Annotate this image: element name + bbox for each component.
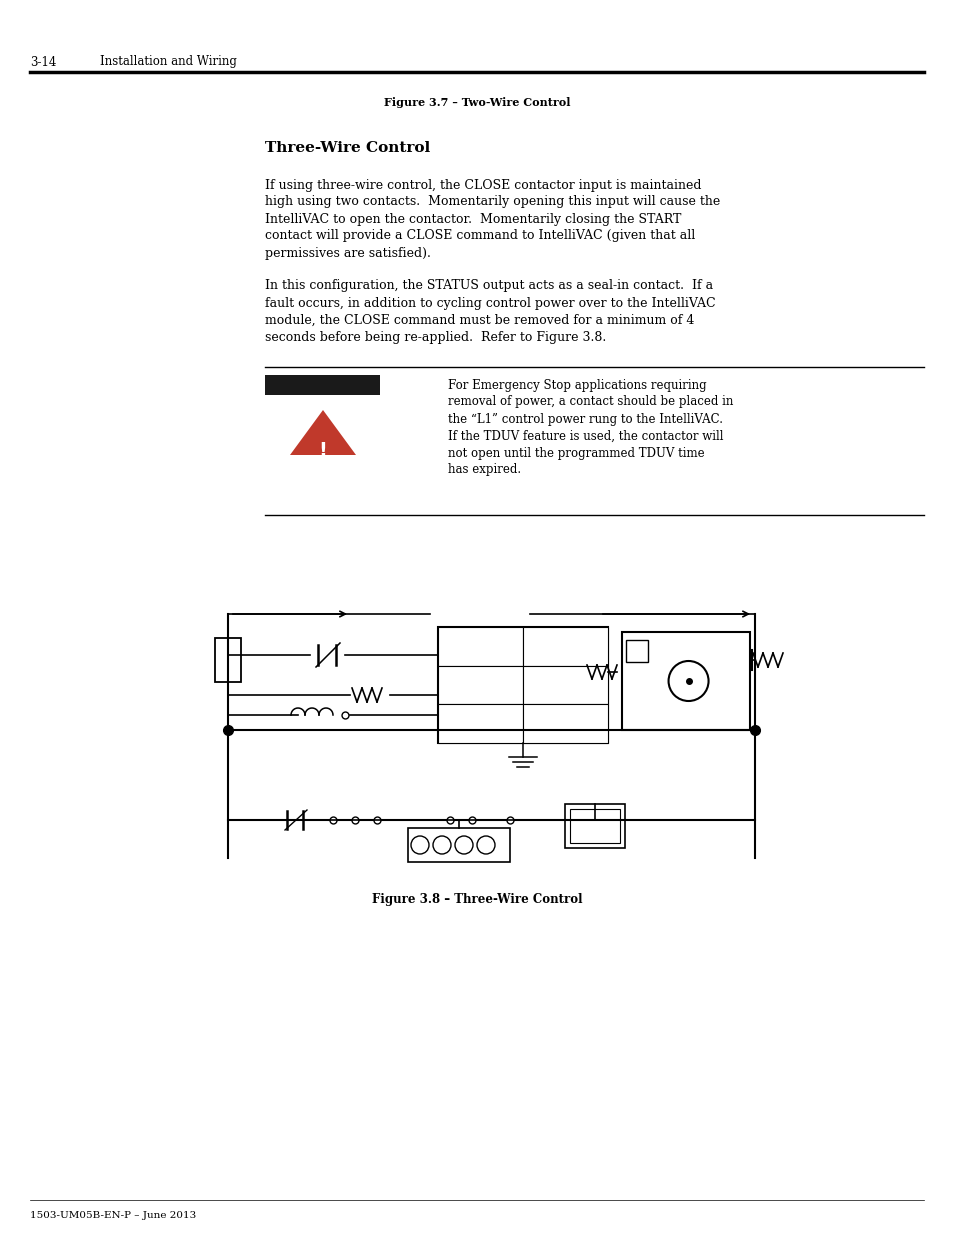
Text: If using three-wire control, the CLOSE contactor input is maintained: If using three-wire control, the CLOSE c… [265,179,700,191]
Text: removal of power, a contact should be placed in: removal of power, a contact should be pl… [448,395,733,409]
Text: contact will provide a CLOSE command to IntelliVAC (given that all: contact will provide a CLOSE command to … [265,230,695,242]
Bar [522,704,607,743]
Text: 3-14: 3-14 [30,56,56,68]
Text: seconds before being re-applied.  Refer to Figure 3.8.: seconds before being re-applied. Refer t… [265,331,605,343]
Bar [522,666,607,704]
Bar [522,627,607,666]
Bar [408,827,510,862]
Text: permissives are satisfied).: permissives are satisfied). [265,247,431,259]
Circle shape [476,836,495,853]
Circle shape [668,661,708,701]
Circle shape [455,836,473,853]
Circle shape [433,836,451,853]
Text: module, the CLOSE command must be removed for a minimum of 4: module, the CLOSE command must be remove… [265,314,694,326]
Bar [625,640,647,662]
Text: fault occurs, in addition to cycling control power over to the IntelliVAC: fault occurs, in addition to cycling con… [265,296,715,310]
Text: not open until the programmed TDUV time: not open until the programmed TDUV time [448,447,704,459]
Bar [437,704,522,743]
Bar [564,804,624,848]
Circle shape [411,836,429,853]
Text: In this configuration, the STATUS output acts as a seal-in contact.  If a: In this configuration, the STATUS output… [265,279,713,293]
Polygon shape [290,410,355,454]
Text: !: ! [318,441,327,459]
Text: high using two contacts.  Momentarily opening this input will cause the: high using two contacts. Momentarily ope… [265,195,720,209]
Bar [265,375,379,395]
Text: Figure 3.8 – Three-Wire Control: Figure 3.8 – Three-Wire Control [372,893,581,906]
Bar [569,809,619,844]
Text: IntelliVAC to open the contactor.  Momentarily closing the START: IntelliVAC to open the contactor. Moment… [265,212,680,226]
Text: the “L1” control power rung to the IntelliVAC.: the “L1” control power rung to the Intel… [448,412,722,426]
Bar [437,627,522,666]
Bar [214,638,241,682]
Text: has expired.: has expired. [448,463,520,477]
Bar [621,632,749,730]
Text: Three-Wire Control: Three-Wire Control [265,141,430,156]
Text: 1503-UM05B-EN-P – June 2013: 1503-UM05B-EN-P – June 2013 [30,1210,196,1219]
Text: Installation and Wiring: Installation and Wiring [100,56,236,68]
Bar [437,627,607,743]
Bar [437,666,522,704]
Text: Figure 3.7 – Two-Wire Control: Figure 3.7 – Two-Wire Control [383,96,570,107]
Text: If the TDUV feature is used, the contactor will: If the TDUV feature is used, the contact… [448,430,722,442]
Text: For Emergency Stop applications requiring: For Emergency Stop applications requirin… [448,378,706,391]
